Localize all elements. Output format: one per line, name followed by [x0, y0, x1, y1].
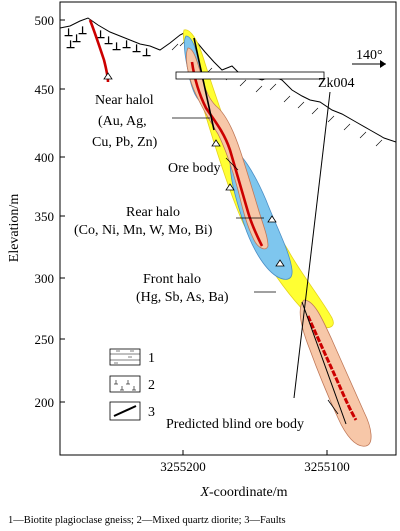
rear-halo-elements: (Co, Ni, Mn, W, Mo, Bi)	[74, 223, 213, 238]
legend-diorite-pattern	[114, 380, 136, 391]
legend-diorite-swatch	[109, 375, 141, 393]
y-tick-500: 500	[35, 13, 55, 28]
svg-text:⊥: ⊥	[104, 36, 113, 47]
x-axis-label-rest: -coordinate/m	[209, 485, 288, 500]
y-tick-400: 400	[35, 150, 55, 165]
y-axis-label: Elevation/m	[7, 194, 22, 263]
front-halo-title: Front halo	[143, 272, 201, 287]
terrain-surface	[60, 17, 396, 143]
fault-1	[193, 37, 215, 131]
svg-text:⊥: ⊥	[64, 28, 73, 39]
near-halo-line1: (Au, Ag,	[98, 114, 147, 129]
legend-number-2: 2	[148, 378, 155, 393]
legend-fault-symbol	[113, 405, 137, 417]
svg-text:⊥: ⊥	[122, 40, 131, 51]
fault-2	[301, 301, 347, 425]
y-tick-200: 200	[35, 395, 55, 410]
y-tick-350: 350	[35, 209, 55, 224]
drillhole-label: Zk004	[318, 76, 355, 91]
x-tick-3255100: 3255100	[304, 459, 350, 474]
plot-frame	[59, 1, 397, 456]
y-axis	[60, 19, 65, 403]
svg-text:⊥: ⊥	[132, 44, 141, 55]
y-tick-450: 450	[35, 82, 55, 97]
svg-text:⊥: ⊥	[96, 30, 105, 41]
legend-gneiss-swatch	[109, 348, 141, 366]
rear-halo-title: Rear halo	[126, 205, 180, 220]
figure-caption: 1—Biotite plagioclase gneiss; 2—Mixed qu…	[8, 515, 286, 526]
svg-text:⊥: ⊥	[78, 26, 87, 37]
svg-text:⊥: ⊥	[72, 34, 81, 45]
y-tick-300: 300	[35, 271, 55, 286]
y-tick-250: 250	[35, 332, 55, 347]
svg-text:⊥: ⊥	[66, 40, 75, 51]
legend: 1 2 3	[109, 348, 155, 421]
svg-text:⊥: ⊥	[142, 48, 151, 59]
drillhole-zk004	[293, 91, 331, 399]
direction-label: 140°	[356, 48, 383, 63]
near-halo-lower	[299, 299, 372, 447]
x-axis-label: X-coordinate/m	[199, 485, 287, 500]
leader-lines	[172, 117, 339, 415]
legend-gneiss-pattern	[110, 350, 140, 364]
predicted-label: Predicted blind ore body	[166, 417, 304, 432]
ore-body-label: Ore body	[168, 161, 221, 176]
x-tick-3255200: 3255200	[160, 459, 206, 474]
drill-platform	[175, 71, 325, 80]
sample-markers	[103, 72, 285, 267]
ore-body-main	[190, 61, 264, 247]
x-axis	[182, 450, 328, 455]
predicted-ore-body	[306, 315, 358, 421]
near-halo-line2: Cu, Pb, Zn)	[92, 135, 158, 150]
front-halo-elements: (Hg, Sb, As, Ba)	[136, 290, 229, 305]
direction-arrow-head	[380, 60, 386, 68]
svg-text:⊥: ⊥	[112, 42, 121, 53]
near-halo-title: Near halol	[95, 93, 154, 108]
diorite-hatch-left: ⊥⊥ ⊥⊥ ⊥⊥ ⊥ ⊥ ⊥ ⊥	[64, 26, 152, 60]
legend-number-3: 3	[148, 405, 155, 420]
legend-number-1: 1	[148, 351, 155, 366]
x-axis-label-italic: X	[199, 485, 209, 500]
